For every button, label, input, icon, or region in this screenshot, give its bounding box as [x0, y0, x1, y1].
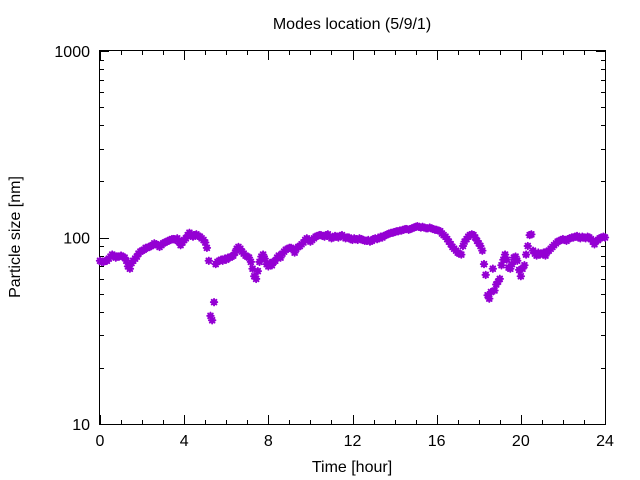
data-point — [244, 253, 254, 262]
data-point — [246, 257, 256, 267]
data-point — [255, 257, 264, 267]
data-point — [125, 264, 135, 273]
data-point — [260, 254, 269, 263]
data-point — [204, 256, 213, 266]
data-point — [521, 250, 531, 259]
data-point — [290, 248, 299, 257]
data-point — [207, 316, 217, 325]
data-point — [513, 256, 522, 266]
x-axis-label: Time [hour] — [312, 459, 392, 476]
y-axis-label: Particle size [nm] — [7, 176, 24, 298]
data-point — [506, 264, 515, 273]
data-point — [520, 261, 529, 270]
data-point — [485, 294, 494, 303]
data-point — [486, 287, 496, 297]
data-point — [206, 311, 215, 321]
data-point — [230, 248, 240, 257]
y-tick-label: 10 — [72, 417, 90, 434]
tick-labels: 0 4 8 12 16 20 24 10 100 1000 — [54, 44, 614, 450]
data-point — [481, 270, 490, 280]
x-tick-label: 0 — [96, 433, 105, 450]
data-point — [518, 264, 527, 273]
x-tick-label: 16 — [428, 433, 446, 450]
data-point — [590, 240, 599, 249]
data-point — [502, 255, 511, 264]
x-tick-label: 20 — [512, 433, 530, 450]
data-point — [523, 241, 532, 251]
data-point — [490, 286, 499, 295]
y-tick-label: 100 — [63, 231, 90, 248]
y-tick-label: 1000 — [54, 44, 90, 61]
data-point — [173, 234, 182, 243]
data-point — [248, 264, 257, 273]
data-point — [507, 259, 517, 269]
data-point — [600, 233, 610, 242]
data-point — [516, 272, 526, 281]
x-tick-label: 8 — [264, 433, 273, 450]
data-point — [122, 256, 131, 266]
data-point — [511, 252, 520, 261]
data-point — [483, 291, 492, 300]
data-point — [500, 250, 510, 259]
data-point — [201, 238, 210, 247]
data-point — [253, 266, 263, 276]
data-point — [267, 261, 277, 270]
data-point — [120, 253, 129, 262]
data-point — [478, 246, 487, 255]
data-point — [527, 230, 536, 239]
data-point — [479, 259, 489, 269]
data-point — [457, 250, 466, 259]
x-tick-label: 24 — [596, 433, 614, 450]
data-point — [488, 264, 498, 273]
x-tick-label: 4 — [180, 433, 189, 450]
data-point — [497, 261, 506, 270]
data-point — [495, 274, 504, 284]
data-point — [209, 297, 219, 307]
data-point — [276, 253, 285, 262]
data-point — [202, 243, 212, 253]
data-point — [514, 265, 524, 275]
data-point — [541, 251, 550, 260]
data-point — [470, 233, 480, 242]
data-point — [251, 274, 261, 284]
x-tick-label: 12 — [344, 433, 362, 450]
chart-title: Modes location (5/9/1) — [273, 16, 431, 33]
data-point — [264, 262, 273, 271]
data-markers — [95, 221, 610, 325]
axis-ticks — [100, 51, 606, 425]
data-point — [458, 241, 468, 251]
data-point — [476, 241, 485, 251]
data-point — [258, 250, 268, 259]
